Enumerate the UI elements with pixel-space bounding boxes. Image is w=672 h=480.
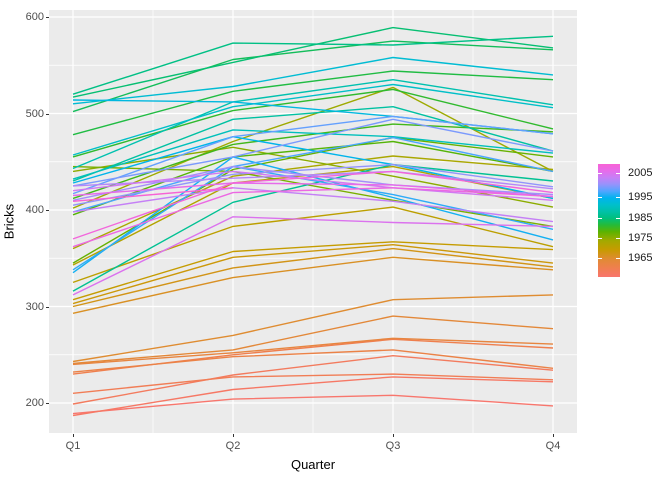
series-line-1963 [72, 315, 554, 365]
series-line-1976 [72, 140, 554, 216]
x-tick-mark [393, 434, 394, 437]
legend-tick [616, 197, 620, 198]
series-line-2005 [72, 187, 234, 202]
y-tick-mark [46, 113, 49, 115]
x-tick-label-Q3: Q3 [385, 440, 401, 452]
series-line-1968 [72, 241, 554, 301]
series-line-2003 [72, 187, 554, 248]
series-line-1997 [72, 165, 554, 201]
series-line-1980 [72, 40, 554, 113]
series-line-1959 [72, 373, 554, 394]
series-line-1975 [72, 136, 554, 264]
series-line-1974 [72, 165, 554, 228]
series-line-2001 [72, 216, 554, 296]
y-tick-label-500: 500 [25, 107, 44, 120]
series-line-2004 [72, 170, 554, 240]
legend-tick [616, 218, 620, 219]
series-line-1995 [72, 118, 554, 187]
series-line-1981 [72, 26, 554, 98]
series-line-1988 [72, 56, 554, 105]
y-tick-mark [46, 306, 49, 308]
legend-tick [598, 238, 602, 239]
series-line-1994 [72, 115, 554, 195]
legend-label-1995: 1995 [628, 191, 653, 203]
y-axis-title: Bricks [1, 203, 17, 240]
series-line-1961 [72, 349, 554, 373]
x-tick-mark [233, 434, 234, 437]
legend-tick [616, 238, 620, 239]
series-line-1985 [72, 78, 554, 170]
plot-panel [49, 10, 577, 433]
y-tick-mark [46, 210, 49, 211]
series-line-1964 [72, 294, 554, 363]
x-tick-mark [73, 434, 74, 437]
legend-tick [616, 173, 620, 174]
x-tick-label-Q2: Q2 [225, 440, 241, 452]
series-line-1956 [72, 394, 554, 415]
y-tick-label-600: 600 [25, 11, 44, 23]
series-line-1962 [72, 337, 554, 366]
legend-label-2005: 2005 [628, 167, 653, 179]
legend-tick [598, 173, 602, 174]
legend-gradient-bar [598, 164, 620, 277]
series-line-1969 [72, 206, 554, 284]
x-tick-mark [553, 434, 554, 437]
series-line-1984 [72, 105, 554, 182]
y-tick-label-400: 400 [25, 204, 44, 216]
x-axis-title: Quarter [290, 457, 336, 472]
series-line-1982 [72, 35, 554, 95]
legend-label-1985: 1985 [628, 212, 653, 224]
series-line-1966 [72, 247, 554, 308]
legend-label-1965: 1965 [628, 252, 653, 264]
y-tick-mark [46, 17, 49, 18]
x-tick-label-Q1: Q1 [65, 440, 81, 452]
series-line-1967 [72, 243, 554, 305]
legend-tick [598, 218, 602, 219]
legend-label-1975: 1975 [628, 232, 653, 244]
series-line-1986 [72, 129, 554, 180]
series-line-1999 [72, 187, 554, 223]
series-line-1978 [72, 88, 554, 158]
series-line-1987 [72, 83, 554, 156]
y-tick-label-300: 300 [25, 300, 44, 313]
legend-tick [598, 258, 602, 259]
plot-canvas [49, 10, 577, 433]
legend-tick [598, 197, 602, 198]
series-line-1979 [72, 70, 554, 136]
series-line-2002 [72, 182, 554, 198]
series-line-1998 [72, 170, 554, 190]
legend-tick [616, 258, 620, 259]
series-line-1965 [72, 256, 554, 314]
y-tick-mark [46, 403, 49, 404]
series-line-1958 [72, 355, 554, 405]
series-line-2000 [72, 170, 554, 201]
y-tick-label-200: 200 [25, 397, 44, 409]
series-line-1957 [72, 376, 554, 417]
series-line-1971 [72, 155, 554, 250]
x-tick-label-Q4: Q4 [545, 440, 561, 452]
